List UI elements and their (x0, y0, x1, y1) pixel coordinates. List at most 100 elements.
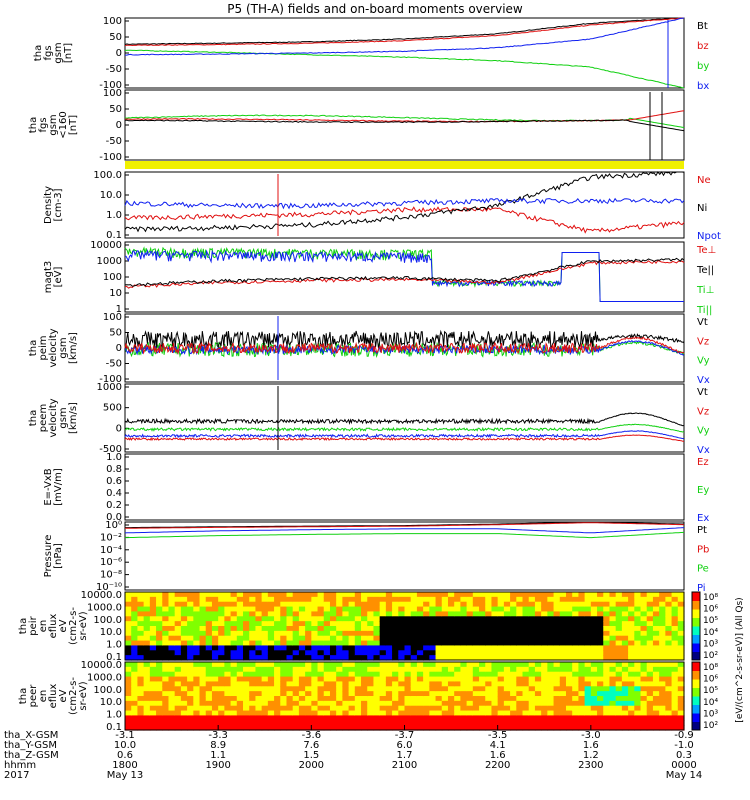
spectro-cell (559, 715, 567, 721)
spectro-cell (174, 671, 182, 678)
spectro-cell (528, 630, 536, 637)
spectro-cell (590, 626, 598, 632)
legend-label: Vx (697, 375, 710, 386)
spectro-cell (578, 626, 586, 632)
spectro-cell (224, 705, 232, 712)
spectro-cell (342, 621, 350, 627)
spectro-cell (460, 715, 468, 721)
spectro-cell (131, 671, 139, 678)
spectro-cell (640, 696, 648, 702)
spectro-cell (149, 720, 157, 726)
spectro-cell (460, 596, 468, 603)
spectro-cell (286, 662, 294, 668)
spectro-cell (497, 621, 505, 627)
spectro-cell (460, 710, 468, 717)
spectro-cell (131, 725, 139, 731)
panel-frame-efield (124, 453, 685, 521)
spectro-cell (379, 611, 387, 617)
spectro-cell (323, 592, 331, 598)
spectro-cell (528, 720, 536, 726)
ylabel-line: fgs (43, 45, 54, 60)
spectro-cell (143, 626, 151, 632)
spectro-cell (541, 725, 548, 731)
spectro-cell (379, 686, 387, 692)
xtick-label: 0000 (671, 760, 696, 771)
spectro-cell (516, 640, 524, 647)
spectro-cell (609, 621, 617, 627)
spectro-cell (249, 720, 257, 726)
spectro-cell (547, 662, 555, 668)
spectro-cell (280, 611, 288, 617)
spectro-cell (143, 621, 151, 627)
spectro-cell (416, 626, 424, 632)
spectro-cell (199, 601, 207, 608)
spectro-cell (634, 592, 642, 598)
spectro-cell (361, 720, 368, 726)
spectro-cell (423, 650, 430, 656)
spectro-cell (590, 681, 598, 687)
spectro-cell (305, 676, 312, 683)
spectro-cell (180, 676, 188, 683)
spectro-cell (528, 606, 536, 613)
spectro-cell (174, 611, 182, 617)
spectro-cell (559, 700, 567, 707)
spectro-cell (274, 710, 281, 717)
spectro-cell (534, 662, 542, 668)
spectro-cell (472, 710, 480, 717)
spectro-cell (292, 606, 300, 613)
spectro-cell (615, 696, 623, 702)
spectro-cell (392, 650, 399, 656)
spectro-cell (354, 662, 362, 668)
spectro-cell (168, 700, 176, 707)
spectro-cell (572, 710, 580, 717)
spectro-cell (634, 671, 642, 678)
ylabel-line: [km/s] (68, 402, 79, 434)
colorbar-tick: 10⁸ (703, 593, 718, 603)
spectro-cell (361, 635, 368, 642)
spectro-cell (361, 596, 368, 603)
spectro-cell (584, 666, 592, 673)
spectro-cell (646, 606, 654, 613)
spectro-cell (584, 715, 592, 721)
spectro-cell (565, 630, 573, 637)
spectro-cell (348, 611, 356, 617)
spectro-cell (385, 635, 393, 642)
spectro-cell (609, 655, 617, 661)
spectro-cell (559, 705, 567, 712)
spectro-cell (659, 626, 666, 632)
spectro-cell (516, 671, 524, 678)
spectro-cell (354, 705, 362, 712)
series-temp-ion-1 (124, 249, 684, 302)
spectro-cell (211, 681, 219, 687)
spectro-cell (652, 596, 660, 603)
spectro-cell (230, 691, 238, 697)
spectro-cell (385, 696, 393, 702)
spectro-cell (491, 671, 499, 678)
spectro-cell (125, 705, 132, 712)
spectro-cell (435, 650, 443, 656)
spectro-cell (510, 700, 517, 707)
spectro-cell (236, 635, 244, 642)
ytick-label: 10⁻⁴ (100, 545, 122, 556)
spectro-cell (392, 715, 399, 721)
spectro-cell (274, 700, 281, 707)
spectro-cell (665, 650, 673, 656)
spectro-cell (659, 655, 666, 661)
spectro-cell (174, 720, 182, 726)
spectro-cell (398, 650, 406, 656)
spectro-cell (584, 691, 592, 697)
spectro-cell (404, 611, 412, 617)
spectro-cell (243, 720, 250, 726)
spectro-cell (230, 640, 238, 647)
spectro-cell (329, 691, 337, 697)
spectro-cell (441, 681, 449, 687)
ylabel-line: [cm-3] (53, 188, 64, 221)
spectro-cell (224, 650, 232, 656)
spectro-cell (609, 725, 617, 731)
spectro-cell (193, 645, 201, 651)
spectro-cell (634, 635, 642, 642)
spectro-cell (230, 650, 238, 656)
ytick-label: -50 (106, 136, 122, 147)
ytick-label: -50 (106, 64, 122, 75)
spectro-cell (516, 696, 524, 702)
